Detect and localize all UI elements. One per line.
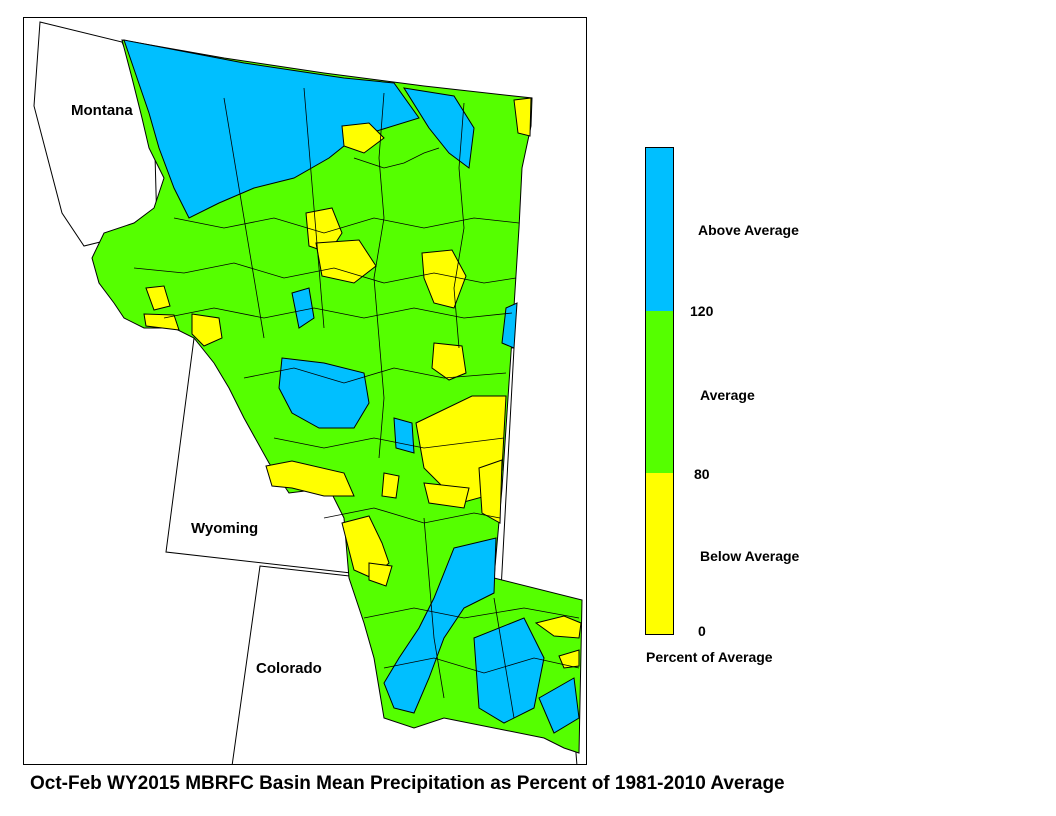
legend-label-below: Below Average — [700, 548, 800, 564]
state-label-colorado: Colorado — [256, 660, 322, 677]
map-title: Oct-Feb WY2015 MBRFC Basin Mean Precipit… — [30, 773, 785, 794]
region-above-far-southeast — [538, 677, 580, 734]
region-above-northeast — [402, 87, 475, 169]
region-below-10 — [368, 562, 393, 587]
legend-tick-120: 120 — [690, 303, 714, 319]
legend-title: Percent of Average — [646, 649, 773, 665]
regions-below — [143, 97, 582, 669]
map-frame: Montana Wyoming Colorado — [23, 17, 587, 765]
region-below-west1 — [145, 285, 171, 311]
region-below-co1 — [534, 615, 582, 639]
region-below-9 — [341, 515, 390, 579]
legend-swatch-above — [646, 148, 673, 311]
legend-tick-0: 0 — [698, 623, 706, 639]
region-above-southeast — [383, 537, 497, 714]
region-above-east — [501, 302, 518, 349]
region-above-south — [473, 617, 545, 724]
legend-swatch-average — [646, 311, 673, 473]
region-below-4 — [431, 342, 467, 381]
region-below-west3 — [191, 313, 223, 347]
region-below-west2 — [143, 313, 180, 331]
basin-lines — [133, 87, 580, 719]
region-below-3 — [421, 249, 467, 309]
region-above-north — [123, 39, 420, 219]
state-label-montana: Montana — [71, 102, 133, 119]
legend-label-above: Above Average — [698, 222, 799, 238]
regions-above — [123, 39, 580, 734]
state-label-wyoming: Wyoming — [191, 520, 259, 537]
legend-tick-80: 80 — [694, 466, 710, 482]
region-below-8 — [381, 472, 400, 499]
region-below-north — [341, 122, 385, 154]
region-below-ne-corner — [513, 97, 532, 137]
region-below-5 — [478, 459, 503, 524]
region-above-mid — [393, 417, 415, 454]
legend-swatch-below — [646, 473, 673, 634]
region-above-small — [291, 287, 315, 329]
region-below-6 — [423, 482, 470, 509]
basin-map — [33, 21, 583, 764]
region-below-7 — [265, 460, 355, 497]
region-above-central — [278, 357, 370, 429]
legend-label-average: Average — [700, 387, 755, 403]
legend-color-bar — [645, 147, 674, 635]
